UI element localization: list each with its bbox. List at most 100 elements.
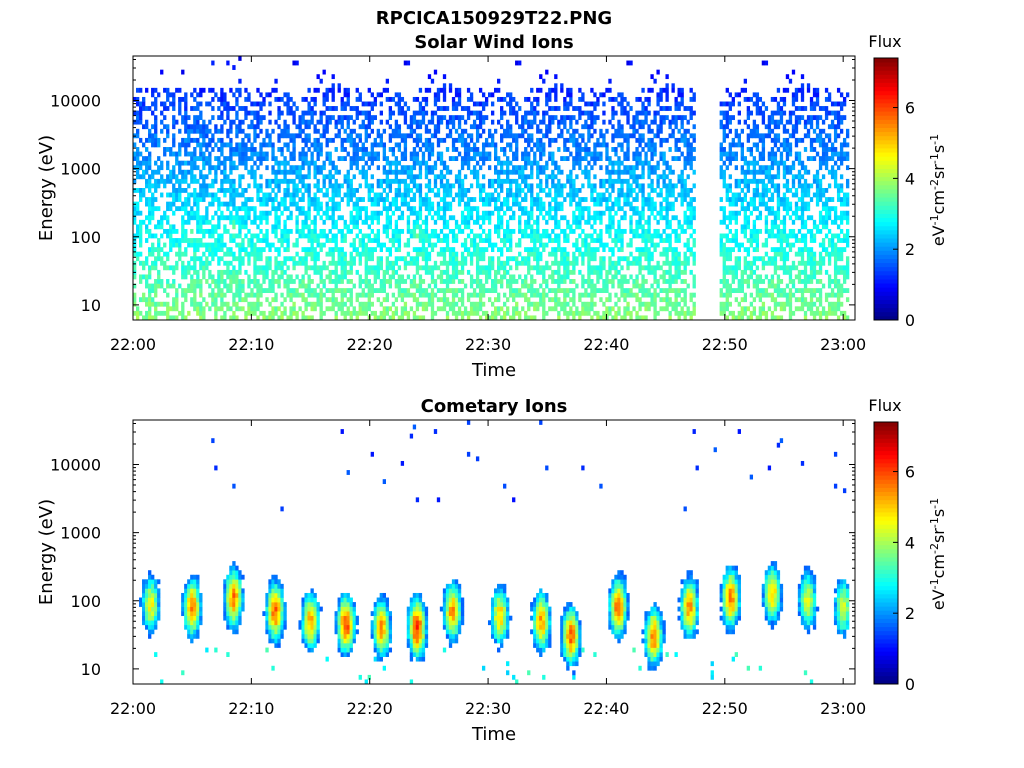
- heatmap-cell: [214, 297, 218, 303]
- heatmap-cell: [662, 156, 666, 161]
- heatmap-cell: [277, 306, 281, 312]
- heatmap-cell: [448, 83, 453, 89]
- heatmap-cell: [560, 274, 564, 280]
- heatmap-cell: [629, 288, 633, 293]
- heatmap-cell: [418, 124, 423, 130]
- heatmap-cell: [647, 247, 651, 253]
- heatmap-cell: [569, 133, 573, 139]
- heatmap-cell: [563, 183, 567, 189]
- heatmap-cell: [277, 283, 281, 289]
- heatmap-cell: [313, 101, 317, 107]
- heatmap-cell: [172, 165, 176, 171]
- heatmap-cell: [430, 115, 435, 121]
- heatmap-cell: [238, 260, 242, 266]
- heatmap-cell: [259, 119, 263, 125]
- heatmap-cell: [475, 174, 480, 180]
- heatmap-cell: [527, 301, 531, 307]
- heatmap-cell: [650, 301, 654, 307]
- heatmap-cell: [136, 233, 140, 239]
- heatmap-cell: [232, 119, 236, 125]
- heatmap-cell: [178, 310, 182, 316]
- heatmap-cell: [656, 228, 660, 234]
- heatmap-cell: [629, 274, 633, 280]
- heatmap-cell: [509, 238, 513, 243]
- heatmap-cell: [632, 197, 636, 202]
- heatmap-cell: [436, 201, 441, 207]
- heatmap-cell: [151, 87, 155, 93]
- heatmap-cell: [199, 192, 203, 198]
- heatmap-cell: [512, 210, 516, 216]
- heatmap-cell: [536, 87, 540, 93]
- heatmap-cell: [322, 310, 326, 316]
- heatmap-cell: [463, 256, 468, 262]
- heatmap-cell: [340, 260, 344, 266]
- heatmap-cell: [481, 151, 486, 157]
- heatmap-cell: [187, 210, 191, 216]
- heatmap-cell: [433, 265, 438, 271]
- heatmap-cell: [172, 228, 176, 234]
- heatmap-cell: [653, 306, 657, 312]
- heatmap-cell: [394, 124, 399, 130]
- heatmap-cell: [641, 137, 645, 143]
- heatmap-cell: [530, 101, 534, 107]
- heatmap-cell: [584, 247, 588, 253]
- heatmap-cell: [238, 92, 242, 98]
- heatmap-cell: [536, 174, 540, 180]
- heatmap-cell: [635, 160, 639, 166]
- heatmap-cell: [662, 269, 666, 275]
- heatmap-cell: [475, 147, 480, 152]
- heatmap-cell: [497, 260, 501, 266]
- heatmap-cell: [376, 242, 380, 248]
- heatmap-cell: [457, 133, 462, 139]
- heatmap-cell: [548, 192, 552, 198]
- heatmap-cell: [391, 269, 396, 275]
- heatmap-cell: [572, 260, 576, 266]
- heatmap-cell: [307, 147, 311, 152]
- heatmap-cell: [238, 156, 242, 161]
- heatmap-cell: [238, 297, 242, 303]
- heatmap-cell: [328, 215, 332, 221]
- heatmap-cell: [412, 260, 417, 266]
- heatmap-cell: [286, 183, 290, 189]
- heatmap-cell: [590, 110, 594, 116]
- heatmap-cell: [515, 147, 519, 152]
- heatmap-cell: [253, 206, 257, 212]
- heatmap-cell: [187, 260, 191, 266]
- heatmap-cell: [277, 265, 281, 271]
- heatmap-cell: [665, 210, 669, 216]
- heatmap-cell: [563, 310, 567, 316]
- heatmap-cell: [412, 178, 417, 184]
- heatmap-cell: [430, 78, 435, 84]
- heatmap-cell: [331, 115, 335, 121]
- heatmap-cell: [259, 101, 263, 107]
- heatmap-cell: [587, 265, 591, 271]
- heatmap-cell: [151, 206, 155, 212]
- heatmap-cell: [430, 201, 435, 207]
- heatmap-cell: [304, 183, 308, 189]
- heatmap-cell: [322, 128, 326, 134]
- heatmap-cell: [608, 297, 612, 303]
- heatmap-cell: [448, 87, 453, 93]
- heatmap-cell: [539, 147, 543, 152]
- heatmap-cell: [424, 174, 429, 180]
- heatmap-cell: [578, 215, 582, 221]
- heatmap-cell: [430, 110, 435, 116]
- heatmap-cell: [436, 137, 441, 143]
- heatmap-cell: [469, 96, 474, 102]
- heatmap-cell: [295, 188, 299, 193]
- heatmap-cell: [400, 133, 405, 139]
- heatmap-cell: [310, 96, 314, 102]
- heatmap-cell: [364, 242, 368, 248]
- heatmap-cell: [184, 315, 188, 321]
- heatmap-cell: [599, 265, 603, 271]
- heatmap-cell: [175, 292, 179, 298]
- heatmap-cell: [229, 279, 233, 284]
- heatmap-cell: [193, 242, 197, 248]
- heatmap-cell: [638, 124, 642, 130]
- heatmap-cell: [653, 133, 657, 139]
- heatmap-cell: [584, 165, 588, 171]
- heatmap-cell: [382, 128, 386, 134]
- heatmap-cell: [208, 137, 212, 143]
- heatmap-cell: [166, 292, 170, 298]
- heatmap-cell: [539, 169, 543, 175]
